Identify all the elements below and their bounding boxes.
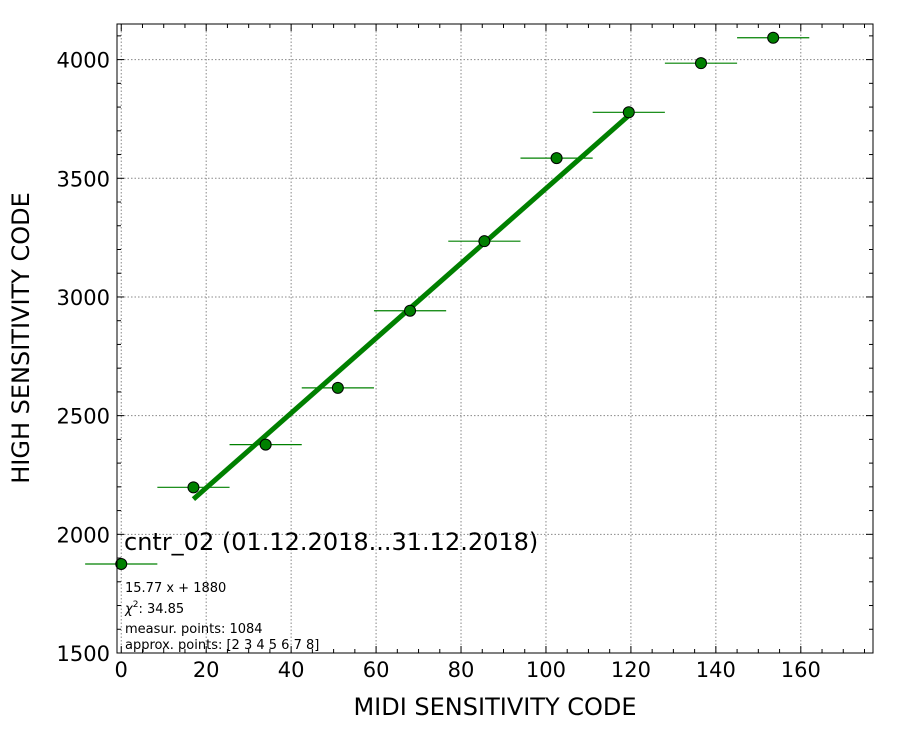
- x-tick-label: 80: [448, 658, 475, 682]
- data-point: [550, 152, 563, 165]
- data-point: [404, 304, 417, 317]
- y-tick-label: 1500: [57, 642, 110, 666]
- y-tick-labels: 1500 2000 2500 3000 3500 4000: [57, 49, 110, 666]
- plot-frame: [116, 23, 874, 654]
- x-axis-label: MIDI SENSITIVITY CODE: [353, 693, 636, 721]
- x-tick-label: 140: [696, 658, 736, 682]
- data-point: [331, 381, 344, 394]
- fit-equation: 15.77 x + 1880: [125, 581, 226, 596]
- data-point: [694, 57, 707, 70]
- data-point: [478, 235, 491, 248]
- axis-ticks: [117, 24, 873, 654]
- data-point: [115, 557, 128, 570]
- data-point: [187, 481, 200, 494]
- x-tick-label: 100: [526, 658, 566, 682]
- y-tick-label: 3500: [57, 167, 110, 191]
- chart-title: cntr_02 (01.12.2018...31.12.2018): [124, 528, 538, 556]
- x-tick-label: 0: [115, 658, 128, 682]
- chi2-superscript: 2: [133, 600, 139, 610]
- data-points-layer: [115, 31, 780, 570]
- y-tick-label: 3000: [57, 286, 110, 310]
- measur-points: measur. points: 1084: [125, 622, 263, 637]
- chi2-value: χ2: 34.85: [124, 600, 184, 617]
- data-point: [622, 106, 635, 119]
- approx-points: approx. points: [2 3 4 5 6 7 8]: [125, 638, 319, 653]
- chi2-number: : 34.85: [138, 602, 184, 617]
- chi2-symbol: χ: [124, 602, 134, 617]
- y-axis-label: HIGH SENSITIVITY CODE: [7, 192, 35, 484]
- x-tick-labels: 0 20 40 60 80 100 120 140 160: [115, 658, 821, 682]
- y-tick-label: 2000: [57, 523, 110, 547]
- x-tick-label: 20: [193, 658, 220, 682]
- y-tick-label: 4000: [57, 49, 110, 73]
- data-point: [767, 31, 780, 44]
- x-tick-label: 160: [781, 658, 821, 682]
- y-tick-label: 2500: [57, 405, 110, 429]
- x-tick-label: 40: [278, 658, 305, 682]
- x-tick-label: 120: [611, 658, 651, 682]
- data-point: [259, 438, 272, 451]
- x-tick-label: 60: [363, 658, 390, 682]
